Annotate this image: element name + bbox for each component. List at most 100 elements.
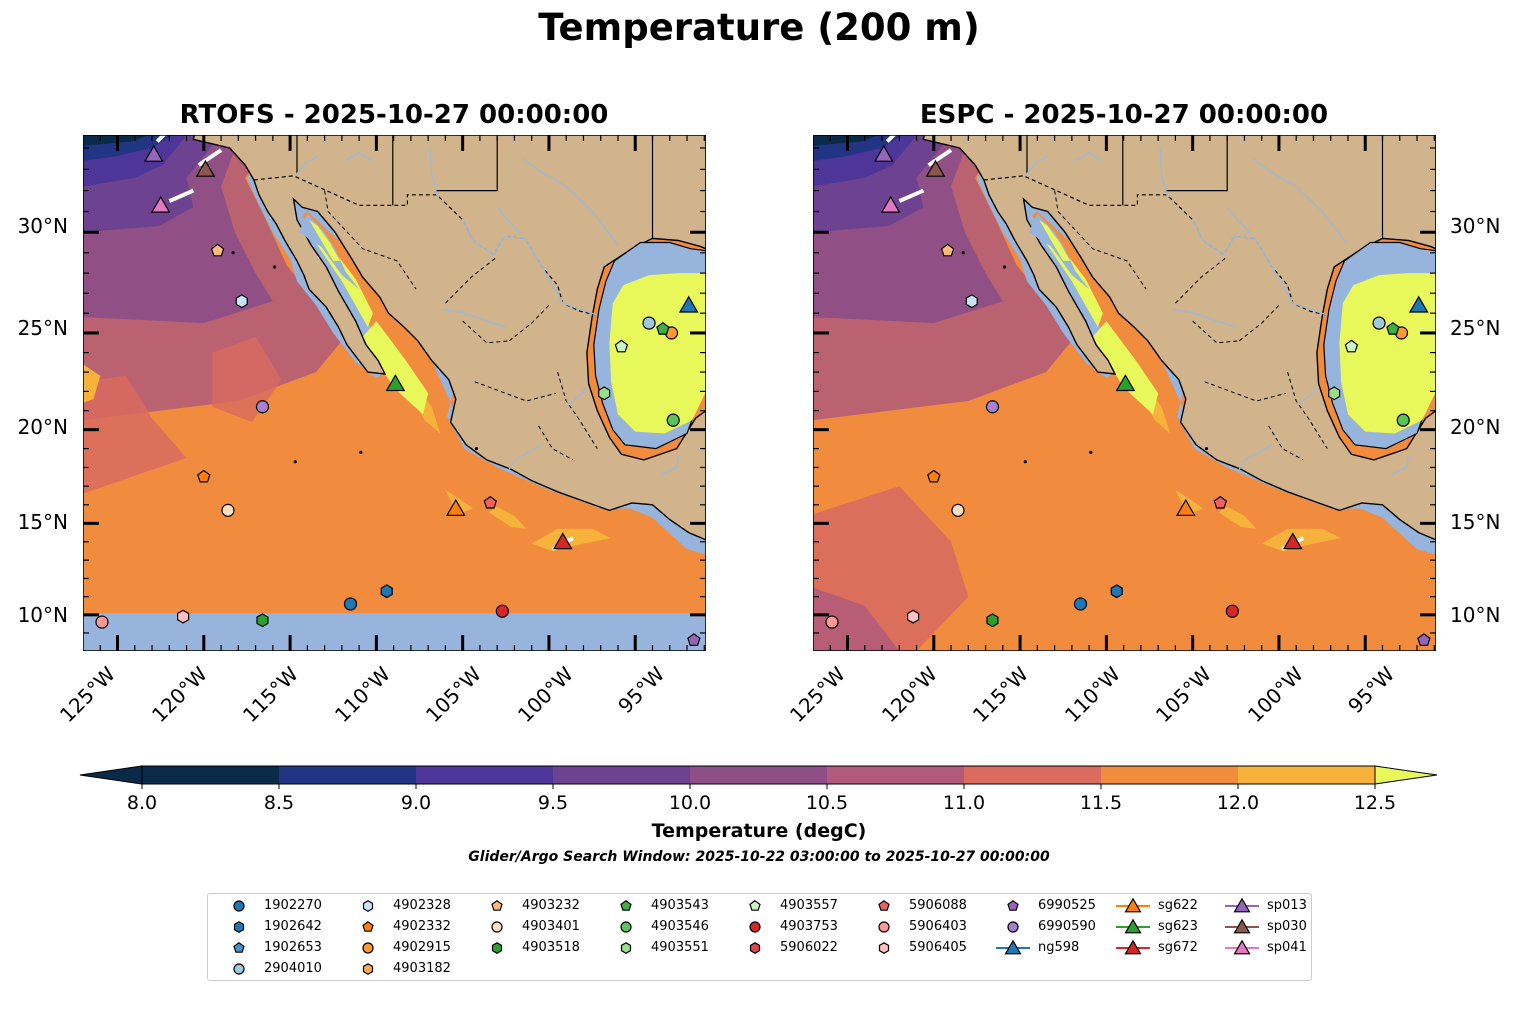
marker-4902328[interactable] (965, 294, 978, 309)
marker-sp013[interactable] (143, 144, 164, 162)
legend-label: 4903753 (780, 919, 838, 934)
marker-4903551[interactable] (598, 386, 611, 401)
marker-1902270[interactable] (343, 597, 358, 611)
marker-sp030[interactable] (195, 159, 216, 177)
legend-marker[interactable] (1124, 918, 1142, 934)
marker-4903401[interactable] (951, 503, 965, 517)
legend-marker[interactable] (749, 900, 761, 911)
legend-marker[interactable] (233, 921, 245, 933)
marker-sp041[interactable] (880, 195, 901, 213)
legend-marker[interactable] (233, 942, 245, 953)
marker-4903518[interactable] (986, 613, 999, 628)
marker-sg622[interactable] (445, 498, 466, 516)
legend-marker[interactable] (878, 921, 890, 933)
marker-4903546[interactable] (666, 413, 680, 427)
marker-4903543[interactable] (1386, 321, 1400, 335)
legend-label: 4903232 (522, 898, 580, 913)
marker-sp013[interactable] (873, 144, 894, 162)
marker-5906405[interactable] (906, 609, 920, 624)
legend-marker[interactable] (1233, 939, 1251, 955)
legend-label: 5906022 (780, 940, 838, 955)
marker-6990590[interactable] (985, 400, 1000, 414)
legend-label: sp041 (1267, 940, 1307, 955)
marker-4903551[interactable] (1328, 386, 1341, 401)
marker-4903546[interactable] (1396, 413, 1410, 427)
marker-ng598[interactable] (678, 295, 699, 313)
legend-marker[interactable] (878, 942, 890, 954)
marker-sp041[interactable] (150, 195, 171, 213)
colorbar-segment (964, 766, 1101, 784)
marker-5906403[interactable] (95, 615, 109, 629)
marker-1902642[interactable] (1110, 584, 1123, 599)
marker-4902332[interactable] (927, 469, 941, 483)
legend-marker[interactable] (620, 921, 632, 933)
colorbar-tick-label: 9.5 (538, 792, 568, 814)
marker-6990590[interactable] (255, 400, 270, 414)
legend-marker[interactable] (362, 900, 374, 912)
marker-sg622[interactable] (1175, 498, 1196, 516)
marker-5906403[interactable] (825, 615, 839, 629)
legend-marker[interactable] (1007, 921, 1019, 933)
legend-marker[interactable] (620, 900, 632, 911)
marker-2904010[interactable] (1372, 316, 1386, 330)
map-espc[interactable] (813, 135, 1436, 651)
marker-sg623[interactable] (1115, 374, 1136, 392)
marker-4903401[interactable] (221, 503, 235, 517)
legend-marker[interactable] (1233, 897, 1251, 913)
marker-1902270[interactable] (1073, 597, 1088, 611)
marker-4903557[interactable] (1344, 339, 1359, 353)
legend-marker[interactable] (491, 900, 503, 911)
marker-6990525[interactable] (1417, 633, 1431, 646)
legend-label: 6990590 (1038, 919, 1096, 934)
marker-5906405[interactable] (176, 609, 190, 624)
marker-4903557[interactable] (614, 339, 629, 353)
colorbar-segment (1101, 766, 1238, 784)
legend-label: 2904010 (264, 961, 322, 976)
legend-marker[interactable] (749, 921, 761, 933)
colorbar-tick-label: 10.0 (669, 792, 711, 814)
marker-sg672[interactable] (552, 532, 573, 550)
legend-marker[interactable] (1004, 939, 1022, 955)
marker-5906088[interactable] (483, 495, 498, 509)
legend-marker[interactable] (878, 900, 890, 911)
marker-ng598[interactable] (1408, 295, 1429, 313)
marker-4903518[interactable] (256, 613, 269, 628)
lat-label: 10°N (17, 603, 68, 627)
marker-4902328[interactable] (235, 294, 248, 309)
marker-5906088[interactable] (1213, 495, 1228, 509)
marker-4903232[interactable] (940, 243, 955, 257)
legend-marker[interactable] (233, 900, 245, 912)
legend-marker[interactable] (1007, 900, 1019, 911)
legend-label: 4903557 (780, 898, 838, 913)
marker-1902642[interactable] (380, 584, 393, 599)
marker-6990525[interactable] (687, 633, 701, 646)
marker-4903232[interactable] (210, 243, 225, 257)
lat-label: 15°N (1450, 510, 1501, 534)
legend-marker[interactable] (1124, 939, 1142, 955)
marker-sp030[interactable] (925, 159, 946, 177)
colorbar-tick-label: 12.0 (1217, 792, 1259, 814)
legend-marker[interactable] (1233, 918, 1251, 934)
marker-4903543[interactable] (656, 321, 670, 335)
search-window-note: Glider/Argo Search Window: 2025-10-22 03… (468, 849, 1050, 865)
legend-label: sp030 (1267, 919, 1307, 934)
legend-label: 5906405 (909, 940, 967, 955)
legend-marker[interactable] (749, 942, 761, 954)
legend-marker[interactable] (362, 942, 374, 954)
lon-label: 95°W (612, 662, 669, 719)
legend-marker[interactable] (362, 921, 374, 932)
marker-2904010[interactable] (642, 316, 656, 330)
legend-marker[interactable] (491, 942, 503, 954)
marker-4903753[interactable] (495, 604, 509, 618)
legend-marker[interactable] (233, 963, 245, 975)
marker-4902332[interactable] (197, 469, 211, 483)
marker-sg672[interactable] (1282, 532, 1303, 550)
map-rtofs[interactable] (83, 135, 706, 651)
legend-marker[interactable] (620, 942, 632, 954)
legend-marker[interactable] (1124, 897, 1142, 913)
marker-4903753[interactable] (1225, 604, 1239, 618)
lat-label: 15°N (17, 510, 68, 534)
legend-marker[interactable] (362, 963, 374, 975)
marker-sg623[interactable] (385, 374, 406, 392)
legend-marker[interactable] (491, 921, 503, 933)
